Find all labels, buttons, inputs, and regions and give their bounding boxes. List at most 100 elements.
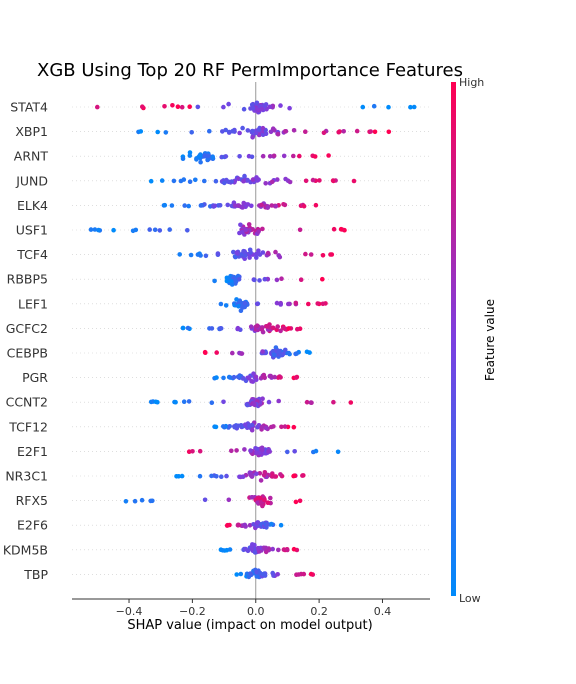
data-point <box>271 153 277 159</box>
data-point <box>187 153 193 158</box>
data-point <box>238 571 244 577</box>
data-point <box>195 104 201 110</box>
feature-label: KDM5B <box>3 542 48 557</box>
data-point <box>294 351 299 356</box>
data-point <box>234 448 239 453</box>
data-point <box>218 326 224 331</box>
data-point <box>291 153 296 159</box>
data-point <box>194 157 199 162</box>
data-point <box>252 402 257 407</box>
data-point <box>219 474 224 480</box>
data-point <box>238 308 244 314</box>
data-point <box>313 202 319 208</box>
data-point <box>267 104 273 110</box>
data-point <box>260 349 265 354</box>
data-point <box>236 304 241 309</box>
data-point <box>157 228 163 233</box>
feature-label: TBP <box>23 567 48 582</box>
data-point <box>386 104 391 110</box>
data-point <box>242 447 247 452</box>
data-point <box>241 248 246 254</box>
data-point <box>351 178 357 184</box>
data-point <box>278 103 283 108</box>
data-point <box>88 227 94 232</box>
feature-label: TCF12 <box>8 419 48 434</box>
data-point <box>245 177 250 183</box>
data-point <box>243 227 249 232</box>
data-point <box>268 373 274 379</box>
data-point <box>321 130 327 136</box>
data-point <box>239 351 245 356</box>
data-point <box>254 323 260 329</box>
data-point <box>209 473 214 479</box>
data-point <box>186 203 191 209</box>
data-point <box>291 128 297 133</box>
data-point <box>202 153 207 158</box>
data-point <box>214 474 219 479</box>
data-point <box>254 301 260 307</box>
data-point <box>95 104 100 110</box>
data-point <box>147 227 152 232</box>
data-point <box>304 349 310 355</box>
data-point <box>188 252 194 258</box>
data-point <box>304 399 310 405</box>
data-point <box>250 128 255 134</box>
feature-label: TCF4 <box>16 247 48 262</box>
data-point <box>283 129 288 134</box>
data-point <box>372 129 378 135</box>
data-point <box>202 497 208 503</box>
data-point <box>249 495 255 500</box>
data-point <box>217 203 223 208</box>
data-point <box>320 301 326 307</box>
x-axis-label: SHAP value (impact on model output) <box>127 618 372 633</box>
feature-label: JUND <box>15 173 48 188</box>
data-point <box>207 128 212 134</box>
data-point <box>236 277 242 282</box>
data-point <box>205 153 211 159</box>
feature-label: CEBPB <box>7 346 48 361</box>
data-point <box>212 278 217 284</box>
data-point <box>261 472 267 478</box>
feature-label: E2F1 <box>17 444 48 459</box>
data-point <box>270 325 276 331</box>
data-point <box>286 326 292 331</box>
data-point <box>303 251 308 257</box>
data-point <box>278 302 284 307</box>
data-point <box>220 548 225 553</box>
data-point <box>281 153 287 159</box>
data-point <box>265 205 271 210</box>
data-point <box>243 524 248 529</box>
data-point <box>167 227 172 232</box>
feature-label: XBP1 <box>15 124 48 139</box>
data-point <box>235 423 241 429</box>
data-point <box>170 103 175 108</box>
data-point <box>257 278 262 283</box>
data-point <box>278 328 283 334</box>
data-point <box>260 250 266 255</box>
data-point <box>253 255 259 260</box>
data-points <box>88 100 417 580</box>
data-point <box>254 450 259 456</box>
data-point <box>187 104 192 109</box>
data-point <box>293 375 299 380</box>
data-point <box>225 202 230 208</box>
data-point <box>248 571 253 576</box>
data-point <box>214 350 219 355</box>
data-point <box>226 101 231 107</box>
data-point <box>256 132 262 138</box>
data-point <box>317 178 322 183</box>
data-point <box>306 301 311 307</box>
data-point <box>257 471 263 476</box>
data-point <box>260 153 266 159</box>
data-point <box>408 104 413 110</box>
data-point <box>286 301 291 307</box>
data-point <box>249 379 254 384</box>
data-point <box>132 498 138 504</box>
data-point <box>180 325 186 331</box>
data-point <box>248 448 253 453</box>
data-point <box>213 178 219 184</box>
data-point <box>287 105 292 111</box>
data-point <box>263 181 269 186</box>
data-point <box>226 497 232 503</box>
